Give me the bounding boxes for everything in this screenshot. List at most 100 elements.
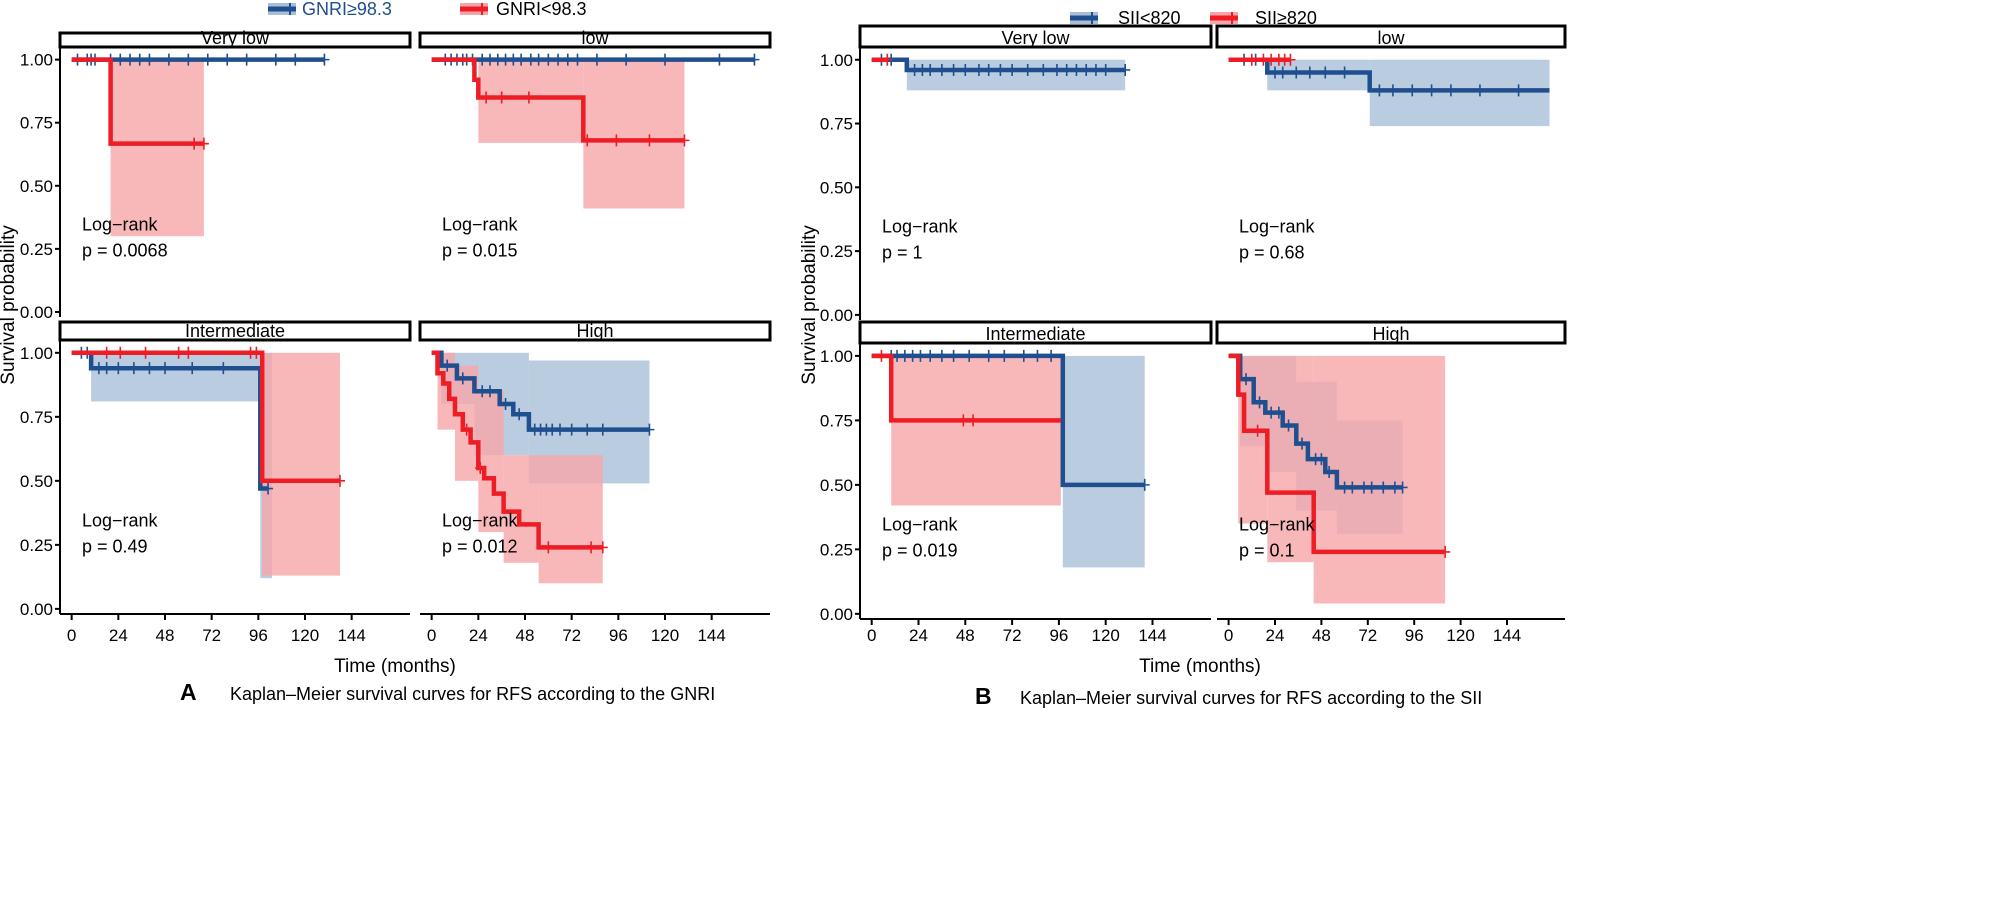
panel-strip	[858, 320, 1213, 345]
y-axis-label: Survival probability	[799, 225, 820, 385]
censor-mark	[679, 134, 690, 147]
censor-mark	[572, 53, 583, 66]
censor-mark	[202, 53, 213, 66]
caption-letter: A	[180, 679, 197, 705]
logrank-title: Log−rank	[82, 215, 159, 235]
logrank-title: Log−rank	[882, 515, 959, 535]
censor-mark	[1241, 373, 1251, 386]
censor-mark	[882, 53, 893, 66]
censor-mark	[1366, 481, 1377, 494]
km-curve-red	[431, 350, 603, 550]
censor-mark	[1291, 66, 1302, 79]
x-tick-label: 48	[516, 626, 535, 645]
y-tick-label: 1.00	[820, 51, 853, 70]
panel-very-low: Very low 0.00 0.25 0.50 0.75 1.00 Log−rank p = …	[20, 28, 412, 322]
y-axis-label: Survival probability	[0, 225, 19, 385]
censor-mark	[187, 362, 198, 375]
censor-mark	[516, 53, 527, 66]
censor-mark	[1051, 63, 1062, 76]
censor-mark	[163, 53, 174, 66]
censor-mark	[144, 362, 155, 375]
censor-mark	[1071, 63, 1082, 76]
censor-mark	[1061, 63, 1072, 76]
ci-band	[906, 59, 1126, 91]
ci-band	[1369, 59, 1550, 127]
x-tick-label: 48	[1312, 626, 1331, 645]
censor-mark	[611, 134, 622, 147]
y-tick-label: 0.75	[20, 114, 53, 133]
censor-mark	[973, 63, 984, 76]
censor-mark	[983, 349, 994, 362]
censor-mark	[115, 53, 126, 66]
y-tick-label: 0.00	[20, 303, 53, 322]
panel-intermediate: Intermediate 0.00 0.25 0.50 0.75 1.00 0 24 48 72 9…	[820, 320, 1213, 645]
x-tick-label: 24	[909, 626, 928, 645]
censor-mark	[562, 53, 573, 66]
panel-strip-label: Intermediate	[185, 321, 285, 341]
censor-mark	[1426, 84, 1437, 97]
x-tick-label: 24	[109, 626, 128, 645]
caption-text: Kaplan–Meier survival curves for RFS acc…	[1020, 688, 1482, 708]
panel-strip-label: low	[581, 28, 609, 48]
logrank-title: Log−rank	[442, 510, 519, 530]
legend-label: GNRI≥98.3	[302, 0, 392, 19]
censor-mark	[582, 423, 593, 436]
censor-mark	[263, 482, 274, 495]
censor-mark	[1081, 63, 1092, 76]
ci-band	[1062, 355, 1145, 568]
censor-mark	[591, 53, 602, 66]
censor-mark	[925, 63, 936, 76]
x-tick-label: 0	[427, 626, 436, 645]
censor-mark	[876, 349, 887, 362]
km-curve-red	[71, 57, 204, 146]
ci-band	[91, 352, 261, 402]
chart-A: GNRI≥98.3 GNRI<98.3 Survival probability Ti…	[0, 0, 772, 705]
censor-mark	[1316, 453, 1327, 466]
censor-mark	[958, 414, 969, 427]
censor-mark	[1277, 66, 1288, 79]
x-tick-label: 120	[1446, 626, 1474, 645]
censor-mark	[1139, 478, 1150, 491]
censor-mark	[1378, 481, 1389, 494]
y-tick-label: 0.75	[20, 408, 53, 427]
censor-mark	[983, 63, 994, 76]
censor-mark	[523, 91, 534, 104]
censor-mark	[995, 63, 1006, 76]
y-tick-label: 0.75	[820, 411, 853, 430]
logrank-p-value: p = 0.68	[1239, 243, 1305, 263]
panel-strip-label: low	[1377, 28, 1405, 48]
x-axis-label: Time (months)	[334, 656, 456, 677]
x-tick-label: 144	[697, 626, 725, 645]
censor-mark	[270, 53, 281, 66]
x-tick-label: 0	[67, 626, 76, 645]
censor-mark	[1018, 349, 1029, 362]
panel-strip	[58, 31, 412, 49]
ci-band	[478, 391, 504, 533]
censor-mark	[183, 346, 194, 359]
censor-mark	[1474, 84, 1485, 97]
censor-mark	[714, 53, 725, 66]
panel-low: low Log−rank p = 0.68	[1215, 24, 1567, 263]
censor-mark	[597, 541, 608, 554]
censor-mark	[134, 53, 145, 66]
censor-mark	[543, 53, 554, 66]
censor-mark	[566, 423, 577, 436]
x-tick-label: 144	[337, 626, 365, 645]
censor-mark	[481, 91, 492, 104]
censor-mark	[1032, 349, 1043, 362]
censor-mark	[1440, 545, 1451, 558]
ci-band	[891, 355, 1061, 506]
panel-high: High 0 24 48 72 96 120 144 Log−rank p = 0.1	[1215, 320, 1567, 645]
censor-mark	[644, 134, 655, 147]
x-tick-label: 96	[1049, 626, 1068, 645]
ci-band	[538, 455, 603, 584]
censor-mark	[189, 137, 200, 150]
censor-mark	[597, 423, 608, 436]
x-tick-label: 120	[651, 626, 679, 645]
censor-mark	[496, 91, 507, 104]
censor-mark	[1252, 424, 1263, 437]
x-tick-label: 72	[202, 626, 221, 645]
censor-mark	[948, 349, 959, 362]
censor-mark	[1120, 63, 1131, 76]
censor-mark	[925, 349, 936, 362]
